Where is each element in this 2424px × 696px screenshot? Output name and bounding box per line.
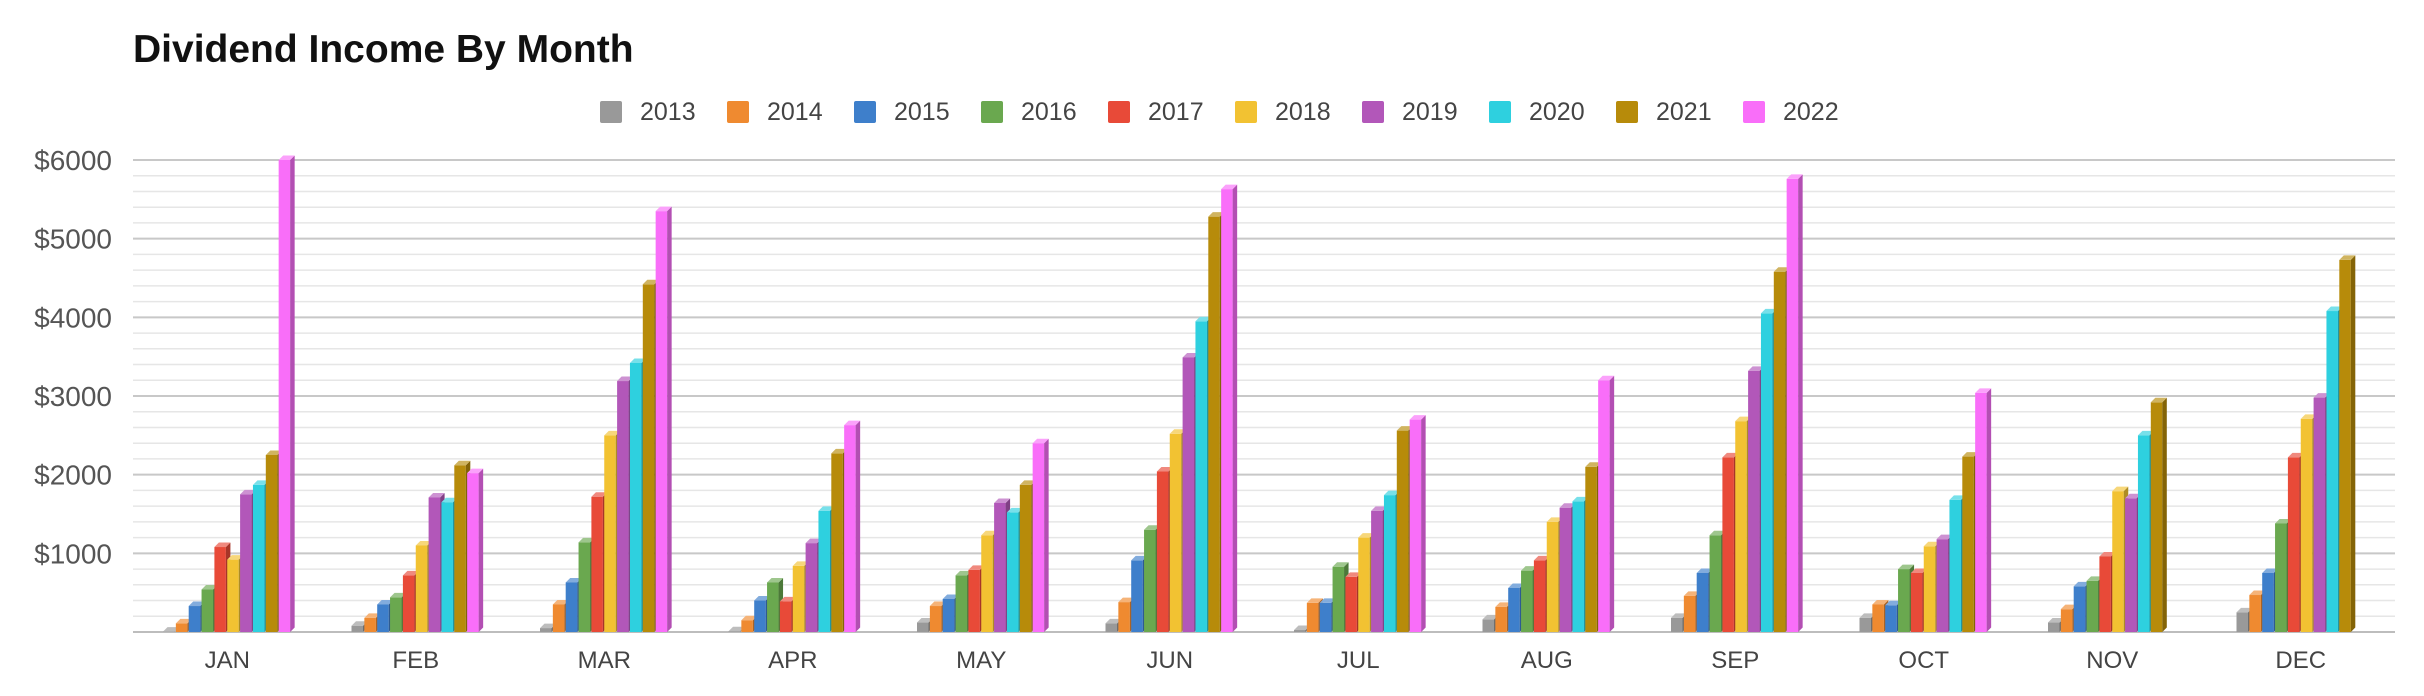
category-group-aug — [1482, 375, 1615, 632]
legend-swatch — [1108, 101, 1130, 123]
y-tick-label: $3000 — [34, 381, 112, 412]
bar-mar-2022 — [655, 206, 672, 632]
category-group-sep — [1671, 174, 1803, 632]
category-group-feb — [351, 460, 484, 632]
bar-aug-2022 — [1598, 375, 1615, 632]
bar-jun-2022 — [1221, 184, 1238, 632]
bar-apr-2022 — [844, 420, 861, 632]
gridlines — [133, 159, 2395, 633]
y-tick-label: $6000 — [34, 145, 112, 176]
chart-legend: 2013 2014 2015 2016 2017 2018 2019 2020 2021 2022 — [0, 92, 2424, 132]
legend-item-2016: 2016 — [981, 92, 1077, 132]
legend-swatch — [1743, 101, 1765, 123]
legend-item-2013: 2013 — [600, 92, 696, 132]
category-group-dec — [2236, 255, 2356, 632]
category-group-oct — [1859, 388, 1992, 632]
legend-swatch — [1235, 101, 1257, 123]
legend-label: 2016 — [1021, 97, 1077, 126]
x-tick-label: NOV — [2086, 647, 2138, 674]
x-tick-label: JAN — [205, 647, 250, 674]
y-tick-label: $1000 — [34, 538, 112, 569]
legend-item-2018: 2018 — [1235, 92, 1331, 132]
legend-label: 2021 — [1656, 97, 1712, 126]
legend-swatch — [1362, 101, 1384, 123]
legend-swatch — [981, 101, 1003, 123]
x-tick-label: MAR — [578, 647, 631, 674]
legend-swatch — [727, 101, 749, 123]
bar-dec-2021 — [2339, 255, 2356, 632]
x-tick-label: JUL — [1337, 647, 1380, 674]
bar-jul-2022 — [1409, 415, 1426, 632]
category-group-apr — [728, 420, 861, 632]
bar-sep-2022 — [1786, 174, 1803, 632]
category-group-jun — [1105, 184, 1238, 632]
legend-item-2014: 2014 — [727, 92, 823, 132]
x-tick-label: SEP — [1711, 647, 1759, 674]
legend-item-2021: 2021 — [1616, 92, 1712, 132]
x-tick-label: DEC — [2275, 647, 2326, 674]
legend-label: 2017 — [1148, 97, 1204, 126]
legend-swatch — [600, 101, 622, 123]
x-tick-label: APR — [768, 647, 817, 674]
bar-oct-2022 — [1975, 388, 1992, 632]
legend-label: 2013 — [640, 97, 696, 126]
legend-label: 2014 — [767, 97, 823, 126]
x-tick-label: JUN — [1146, 647, 1193, 674]
category-group-jul — [1294, 415, 1426, 632]
legend-swatch — [1489, 101, 1511, 123]
legend-label: 2015 — [894, 97, 950, 126]
y-tick-label: $4000 — [34, 302, 112, 333]
category-group-nov — [2048, 397, 2167, 632]
y-tick-label: $5000 — [34, 224, 112, 255]
bar-may-2022 — [1032, 438, 1049, 632]
legend-item-2020: 2020 — [1489, 92, 1585, 132]
legend-label: 2018 — [1275, 97, 1331, 126]
x-tick-label: MAY — [956, 647, 1006, 674]
category-group-may — [917, 438, 1049, 632]
y-tick-label: $2000 — [34, 460, 112, 491]
bar-nov-2021 — [2150, 397, 2167, 632]
x-tick-label: OCT — [1898, 647, 1949, 674]
legend-swatch — [854, 101, 876, 123]
chart-title: Dividend Income By Month — [133, 28, 634, 71]
x-tick-label: FEB — [392, 647, 439, 674]
category-group-jan — [163, 155, 295, 632]
bar-jan-2022 — [278, 155, 295, 632]
x-tick-label: AUG — [1521, 647, 1573, 674]
legend-item-2017: 2017 — [1108, 92, 1204, 132]
legend-item-2015: 2015 — [854, 92, 950, 132]
legend-label: 2020 — [1529, 97, 1585, 126]
legend-item-2019: 2019 — [1362, 92, 1458, 132]
bar-feb-2022 — [467, 468, 484, 632]
legend-item-2022: 2022 — [1743, 92, 1839, 132]
legend-label: 2022 — [1783, 97, 1839, 126]
legend-swatch — [1616, 101, 1638, 123]
category-group-mar — [540, 206, 672, 632]
legend-label: 2019 — [1402, 97, 1458, 126]
